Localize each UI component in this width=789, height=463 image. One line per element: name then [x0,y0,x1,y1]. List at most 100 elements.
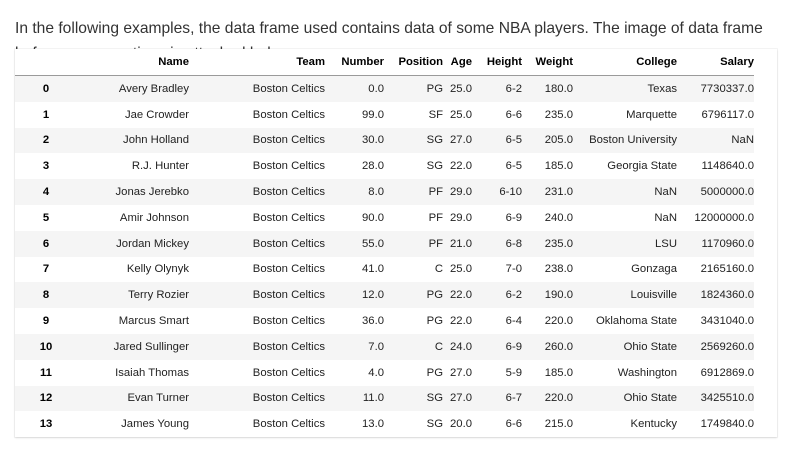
cell-height: 6-2 [505,82,522,95]
cell-height: 6-6 [505,108,522,121]
cell-salary: NaN [731,134,754,147]
table-row: 8 Terry Rozier Boston Celtics 12.0 PG 22.0 6-2… [15,282,754,309]
cell-weight: 215.0 [544,418,573,431]
cell-college: Marquette [626,108,677,121]
cell-team: Boston Celtics [252,82,325,95]
cell-age: 24.0 [450,340,472,353]
table-row: 3 R.J. Hunter Boston Celtics 28.0 SG 22.0 6-5 1… [15,153,754,179]
cell-position: SG [426,418,443,431]
row-index: 0 [42,82,50,95]
table-row: 11 Isaiah Thomas Boston Celtics 4.0 PG 27.0 5-… [15,360,754,386]
table-row: 0 Avery Bradley Boston Celtics 0.0 PG 25.0 6-2… [15,75,754,102]
cell-age: 25.0 [450,82,472,95]
cell-team: Boston Celtics [252,263,325,276]
cell-number: 12.0 [362,289,384,302]
cell-college: Oklahoma State [595,315,677,328]
table-row: 6 Jordan Mickey Boston Celtics 55.0 PF 21.0 6-… [15,230,754,257]
cell-college: NaN [654,211,677,224]
cell-age: 29.0 [450,211,472,224]
cell-college: Georgia State [607,160,677,173]
cell-age: 22.0 [450,160,472,173]
cell-salary: 3425510.0 [700,392,754,405]
cell-weight: 190.0 [544,289,573,302]
row-index: 9 [42,315,50,328]
table-row: 9 Marcus Smart Boston Celtics 36.0 PG 22.0 6-4… [15,308,754,334]
cell-age: 27.0 [450,366,472,379]
cell-college: NaN [654,186,677,199]
cell-team: Boston Celtics [252,392,325,405]
cell-number: 8.0 [368,186,384,199]
cell-number: 28.0 [362,160,384,173]
cell-height: 6-6 [505,418,522,431]
cell-name: James Young [121,418,189,431]
cell-salary: 3431040.0 [700,315,754,328]
cell-team: Boston Celtics [252,340,325,353]
row-index: 7 [42,263,50,276]
table-row: 13 James Young Boston Celtics 13.0 SG 20.0 6-6… [15,411,754,437]
cell-position: PG [426,315,443,328]
row-index: 13 [39,418,53,431]
cell-position: PG [426,366,443,379]
cell-age: 29.0 [450,186,472,199]
cell-college: LSU [655,237,677,250]
cell-height: 7-0 [505,263,522,276]
table-row: 2 John Holland Boston Celtics 30.0 SG 27.0 6-5… [15,127,754,154]
cell-position: PG [426,289,443,302]
column-header-salary: Salary [677,49,754,76]
cell-height: 6-2 [505,289,522,302]
cell-name: Jared Sullinger [113,340,189,353]
cell-age: 25.0 [450,263,472,276]
cell-position: PG [426,82,443,95]
cell-number: 30.0 [362,134,384,147]
cell-college: Ohio State [623,392,677,405]
column-header-team: Team [189,49,325,76]
cell-position: SG [426,392,443,405]
cell-college: Ohio State [623,340,677,353]
cell-name: Marcus Smart [118,315,189,328]
cell-name: Evan Turner [127,392,189,405]
table-row: 10 Jared Sullinger Boston Celtics 7.0 C 24.0 6… [15,333,754,360]
cell-number: 90.0 [362,211,384,224]
cell-height: 6-8 [505,237,522,250]
cell-team: Boston Celtics [252,418,325,431]
row-index: 8 [42,289,50,302]
cell-number: 11.0 [362,392,384,405]
cell-college: Washington [617,366,677,379]
column-header-number: Number [325,49,384,76]
cell-college: Louisville [630,289,677,302]
cell-number: 13.0 [362,418,384,431]
cell-age: 27.0 [450,134,472,147]
cell-team: Boston Celtics [252,186,325,199]
column-header-college: College [573,49,677,76]
cell-weight: 185.0 [544,160,573,173]
cell-age: 27.0 [450,392,472,405]
cell-weight: 235.0 [544,237,573,250]
header-row: Name Team Number Position Age Height Weight Col… [15,49,754,76]
cell-number: 4.0 [368,366,384,379]
cell-salary: 2569260.0 [700,340,754,353]
cell-height: 6-9 [505,340,522,353]
cell-weight: 220.0 [544,392,573,405]
cell-salary: 12000000.0 [694,211,754,224]
table-body: 0 Avery Bradley Boston Celtics 0.0 PG 25.0 6-2… [15,75,754,438]
table-header: Name Team Number Position Age Height Weight Col… [15,49,754,76]
cell-age: 22.0 [450,289,472,302]
cell-height: 6-4 [505,315,522,328]
cell-age: 25.0 [450,108,472,121]
cell-position: C [434,263,443,276]
cell-name: Isaiah Thomas [115,366,189,379]
cell-team: Boston Celtics [252,211,325,224]
cell-salary: 5000000.0 [700,186,754,199]
cell-team: Boston Celtics [252,108,325,121]
cell-salary: 6796117.0 [701,108,754,121]
cell-number: 0.0 [368,82,384,95]
cell-college: Gonzaga [631,263,677,276]
cell-team: Boston Celtics [252,160,325,173]
cell-team: Boston Celtics [252,237,325,250]
cell-name: Terry Rozier [128,289,189,302]
table-row: 12 Evan Turner Boston Celtics 11.0 SG 27.0 6-7… [15,385,754,412]
row-index: 5 [42,211,50,224]
cell-height: 5-9 [505,366,522,379]
cell-name: Avery Bradley [118,82,189,95]
cell-team: Boston Celtics [252,315,325,328]
